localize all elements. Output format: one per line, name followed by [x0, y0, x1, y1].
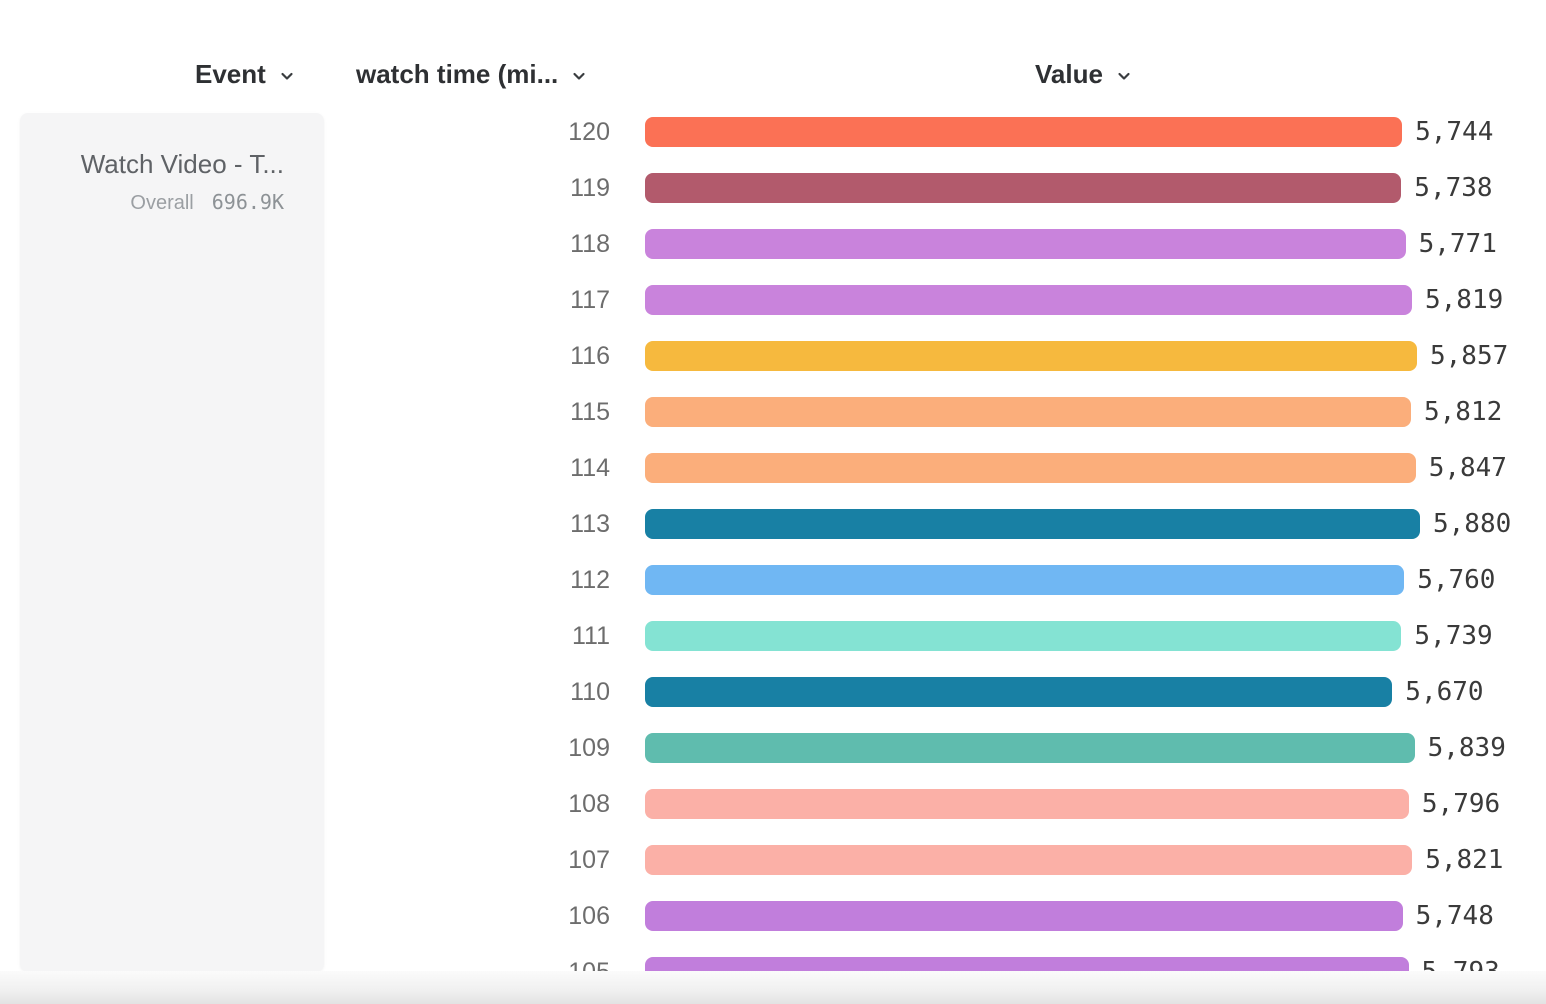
bar[interactable] — [645, 565, 1405, 595]
bar-row: 110 5,670 — [0, 677, 1546, 707]
value-label: 5,857 — [1430, 341, 1509, 371]
value-label: 5,819 — [1425, 285, 1504, 315]
value-label: 5,839 — [1427, 733, 1506, 763]
watch-time-column-label: watch time (mi... — [356, 58, 559, 89]
bucket-label: 107 — [568, 845, 610, 874]
value-label: 5,760 — [1417, 565, 1496, 595]
bar-row: 114 5,847 — [0, 453, 1546, 483]
value-label: 5,847 — [1428, 453, 1507, 483]
bucket-label: 117 — [570, 285, 610, 314]
bar[interactable] — [645, 229, 1406, 259]
value-label: 5,821 — [1425, 845, 1504, 875]
bar[interactable] — [645, 509, 1420, 539]
bucket-label: 111 — [571, 621, 610, 650]
bucket-label: 115 — [570, 397, 610, 426]
bar[interactable] — [645, 901, 1403, 931]
bar[interactable] — [645, 397, 1411, 427]
value-label: 5,796 — [1421, 789, 1501, 819]
bar[interactable] — [645, 845, 1413, 875]
bar-row: 116 5,857 — [0, 341, 1546, 371]
value-label: 5,670 — [1405, 677, 1484, 707]
bar-row: 112 5,760 — [0, 565, 1546, 595]
value-label: 5,880 — [1433, 509, 1512, 539]
bucket-label: 112 — [570, 565, 610, 594]
bar-row: 117 5,819 — [0, 285, 1546, 315]
overall-label: Overall — [130, 191, 194, 214]
bar[interactable] — [645, 621, 1402, 651]
value-label: 5,748 — [1415, 901, 1494, 931]
value-column-label: Value — [1035, 58, 1103, 89]
bar[interactable] — [645, 677, 1393, 707]
bar-row: 115 5,812 — [0, 397, 1546, 427]
bar[interactable] — [645, 789, 1409, 819]
chevron-down-icon — [281, 72, 293, 80]
chevron-down-icon — [573, 72, 585, 80]
bar-row: 111 5,739 — [0, 621, 1546, 651]
event-column-label: Event — [195, 58, 266, 89]
bucket-label: 108 — [568, 789, 610, 818]
value-label: 5,812 — [1424, 397, 1503, 427]
bar-row: 107 5,821 — [0, 845, 1546, 875]
bucket-label: 116 — [570, 341, 610, 370]
value-column-header[interactable]: Value — [1035, 58, 1133, 90]
event-name: Watch Video - T... — [80, 149, 284, 179]
bucket-label: 120 — [568, 117, 610, 146]
bucket-label: 118 — [570, 229, 610, 258]
bar-row: 109 5,839 — [0, 733, 1546, 763]
bar-row: 113 5,880 — [0, 509, 1546, 539]
value-label: 5,739 — [1414, 621, 1493, 651]
bucket-label: 119 — [570, 173, 610, 202]
value-label: 5,744 — [1415, 117, 1494, 147]
bottom-fade — [0, 971, 1546, 1004]
bar-row: 108 5,796 — [0, 789, 1546, 819]
bar[interactable] — [645, 173, 1402, 203]
bucket-label: 109 — [568, 733, 610, 762]
value-label: 5,771 — [1418, 229, 1497, 259]
bar[interactable] — [645, 285, 1412, 315]
bar[interactable] — [645, 341, 1417, 371]
bar-row: 118 5,771 — [0, 229, 1546, 259]
bar-row: 119 5,738 — [0, 173, 1546, 203]
bucket-label: 110 — [570, 677, 610, 706]
chevron-down-icon — [1118, 72, 1130, 80]
event-column-header[interactable]: Event — [195, 58, 296, 90]
bucket-label: 114 — [570, 453, 610, 482]
bucket-label: 113 — [570, 509, 610, 538]
bucket-label: 106 — [568, 901, 610, 930]
overall-value: 696.9K — [211, 189, 284, 214]
bar-row: 106 5,748 — [0, 901, 1546, 931]
value-label: 5,738 — [1414, 173, 1493, 203]
bar-row: 120 5,744 — [0, 117, 1546, 147]
watch-time-column-header[interactable]: watch time (mi... — [356, 58, 588, 90]
bar[interactable] — [645, 117, 1403, 147]
event-card[interactable]: Watch Video - T... Overall 696.9K — [20, 113, 324, 972]
bar[interactable] — [645, 733, 1415, 763]
bar[interactable] — [645, 453, 1416, 483]
